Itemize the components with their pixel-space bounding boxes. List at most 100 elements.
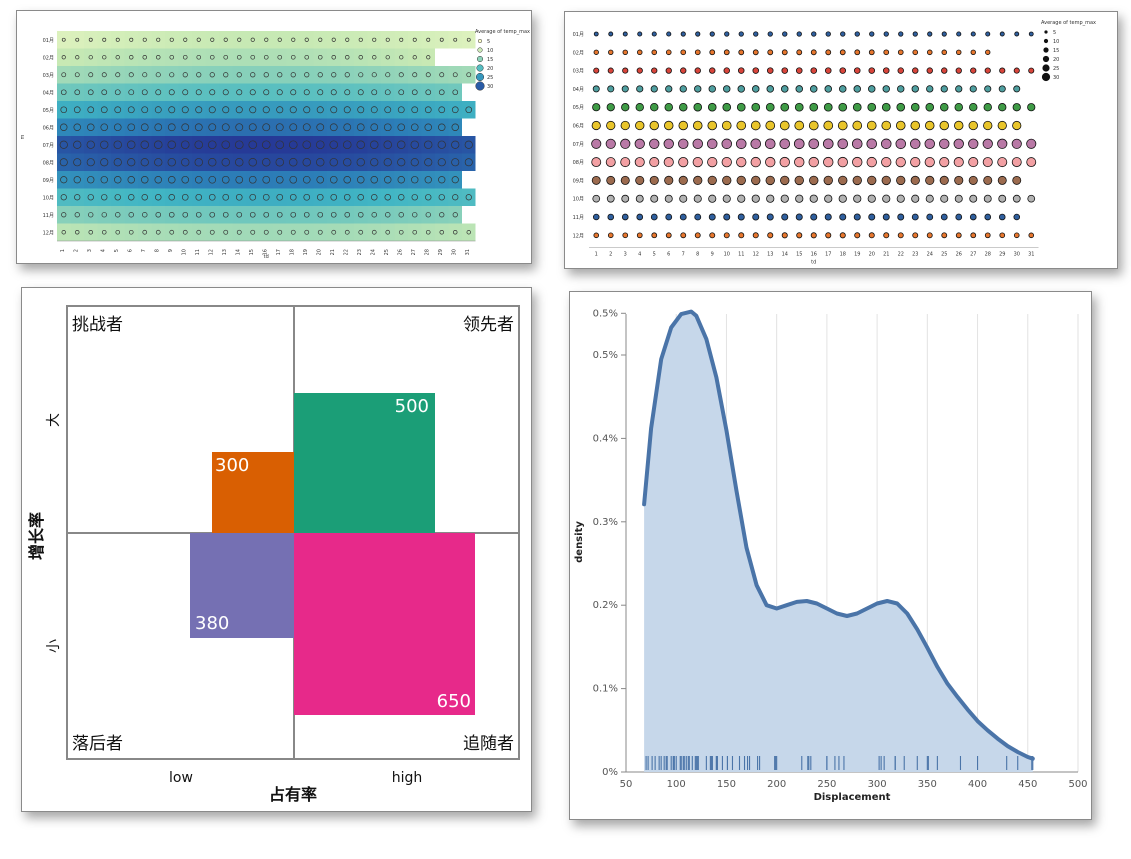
heatmap-cell-marker: [370, 123, 379, 132]
heatmap-cell: [286, 223, 300, 241]
dot-mark: [968, 157, 979, 168]
dot-mark: [692, 120, 703, 131]
heatmap-cell-marker: [128, 229, 134, 235]
heatmap-cell: [111, 171, 125, 189]
dot-mark: [896, 102, 906, 112]
dot-mark: [752, 213, 760, 221]
dot-mark: [781, 67, 789, 74]
dot-mark: [694, 232, 701, 239]
heatmap-cell: [111, 188, 125, 206]
dot-mark: [854, 31, 860, 37]
dot-mark: [868, 49, 875, 56]
heatmap-cell-marker: [169, 72, 175, 78]
dot-mark: [796, 31, 802, 37]
dot-legend-symbol: [1042, 64, 1050, 72]
heatmap-row-label: 04月: [43, 90, 54, 96]
dot-mark: [795, 194, 804, 203]
dot-mark: [953, 138, 964, 149]
dot-mark: [750, 120, 761, 131]
heatmap-cell-marker: [113, 123, 122, 132]
heatmap-cell-marker: [264, 37, 269, 42]
dot-mark: [868, 213, 876, 221]
dot-mark: [941, 49, 947, 56]
dot-mark: [694, 213, 702, 221]
heatmap-cell-marker: [303, 211, 310, 218]
heatmap-cell-marker: [100, 176, 108, 184]
heatmap-cell: [340, 171, 354, 189]
dot-mark: [997, 175, 1007, 185]
dot-x-title: td: [811, 260, 816, 266]
heatmap-cell: [408, 83, 422, 101]
dot-mark: [808, 156, 819, 168]
dot-mark: [794, 120, 805, 131]
heatmap-cell-marker: [289, 123, 298, 132]
heatmap-cell: [354, 31, 368, 49]
block-300-label: 300: [215, 455, 249, 476]
heatmap-cell-marker: [302, 175, 311, 184]
heatmap-cell-marker: [141, 106, 149, 114]
dot-mark: [984, 232, 991, 239]
heatmap-cell-marker: [370, 106, 378, 114]
heatmap-row-label: 08月: [43, 160, 54, 166]
dot-mark: [911, 213, 919, 221]
heatmap-cell: [421, 171, 435, 189]
heatmap-x-tick: 24: [370, 249, 376, 255]
heatmap-cell-marker: [236, 89, 243, 96]
heatmap-cell: [97, 66, 111, 84]
heatmap-cell: [232, 171, 246, 189]
dot-mark: [708, 213, 716, 221]
heatmap-cell-marker: [437, 158, 446, 167]
dot-mark: [998, 85, 1006, 93]
heatmap-cell: [259, 48, 273, 66]
dot-mark: [737, 213, 745, 221]
dot-mark: [766, 213, 774, 221]
heatmap-cell: [259, 118, 273, 136]
heatmap-cell: [246, 118, 260, 136]
dot-mark: [970, 67, 977, 74]
heatmap-cell-marker: [87, 123, 95, 131]
dot-mark: [837, 120, 848, 131]
dot-mark: [940, 194, 949, 203]
heatmap-cell-marker: [234, 140, 244, 150]
heatmap-cell-marker: [221, 175, 230, 184]
heatmap-cell: [70, 83, 84, 101]
heatmap-cell: [354, 118, 368, 136]
heatmap-cell: [354, 136, 368, 154]
dot-row-label: 09月: [573, 178, 584, 184]
heatmap-cell-marker: [101, 72, 107, 78]
dot-mark: [765, 175, 775, 186]
dot-mark: [839, 49, 846, 56]
dot-x-tick: 13: [767, 252, 773, 258]
dot-mark: [839, 232, 846, 239]
dot-mark: [779, 156, 790, 168]
dot-mark: [606, 194, 615, 203]
dot-mark: [665, 49, 672, 56]
heatmap-cell: [408, 188, 422, 206]
heatmap-cell: [84, 153, 98, 171]
dot-mark: [824, 194, 833, 203]
dot-mark: [736, 120, 747, 131]
dot-mark: [620, 138, 631, 149]
heatmap-cell: [111, 83, 125, 101]
heatmap-cell-marker: [437, 140, 446, 149]
dot-row-label: 01月: [573, 32, 584, 38]
block-650: [294, 533, 475, 715]
heatmap-cell: [300, 31, 314, 49]
heatmap-cell-marker: [61, 212, 67, 218]
heatmap-cell-marker: [208, 123, 217, 132]
heatmap-cell: [178, 66, 192, 84]
heatmap-cell-marker: [316, 175, 325, 184]
heatmap-cell-marker: [317, 54, 323, 60]
dot-mark: [650, 102, 659, 112]
heatmap-cell: [246, 136, 260, 154]
dot-matrix-panel: 01月 02月 03月 04月 05月 06月 07月 08月 09月 10月 11月 12月 1 2 3 4…: [564, 11, 1118, 269]
heatmap-cell-marker: [411, 194, 418, 201]
heatmap-cell: [84, 223, 98, 241]
dot-mark: [780, 194, 789, 203]
dot-x-tick: 24: [927, 252, 933, 258]
dot-mark: [1012, 103, 1021, 112]
density-x-tick: 500: [1068, 779, 1087, 790]
dot-mark: [637, 49, 643, 56]
heatmap-cell: [340, 188, 354, 206]
density-area: [644, 311, 1033, 772]
